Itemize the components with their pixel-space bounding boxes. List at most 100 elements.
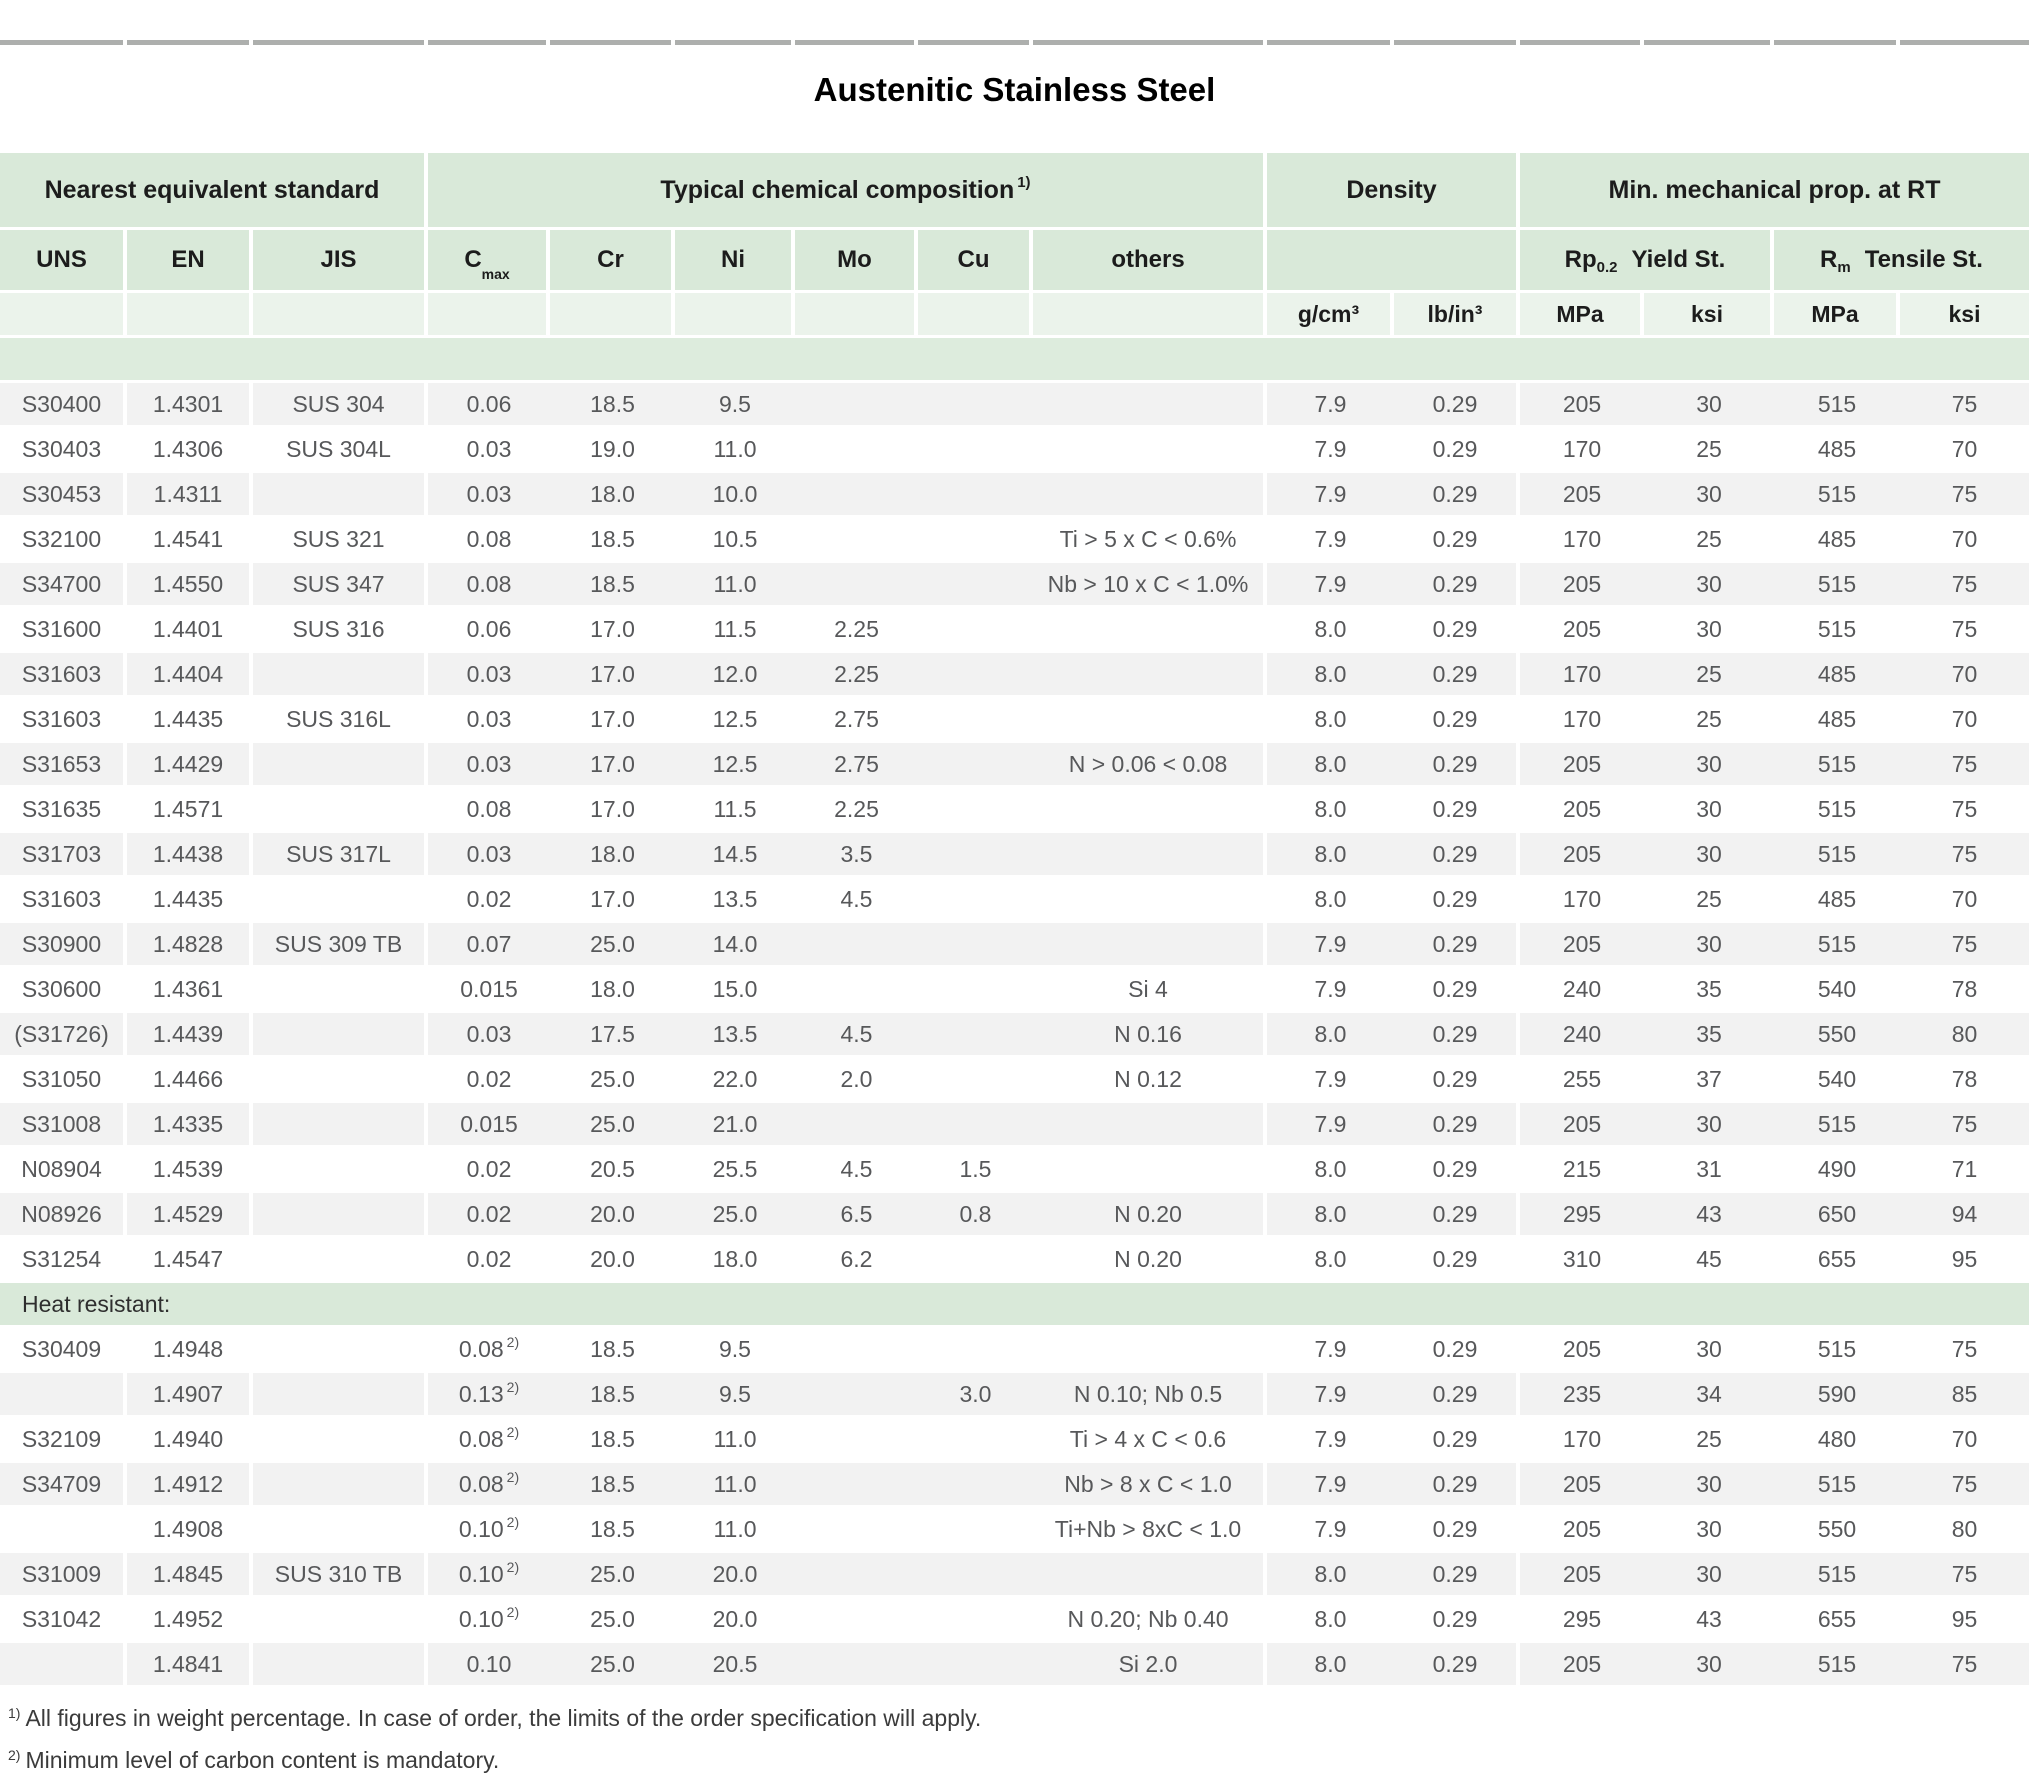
cell-ni: 9.5	[675, 1373, 795, 1415]
cell-uns: S31635	[0, 788, 127, 830]
cell-jis	[253, 1508, 428, 1550]
table-row: S30453 1.4311 0.03 18.0 10.0 7.9 0.29 205 30 515 7…	[0, 473, 2029, 515]
cell-mo	[795, 1553, 918, 1595]
cell-tensile-mpa: 485	[1774, 698, 1900, 740]
cell-others: N 0.12	[1033, 1058, 1267, 1100]
cell-uns	[0, 1373, 127, 1415]
group-density: Density	[1267, 153, 1520, 227]
units-empty-cu	[918, 293, 1033, 335]
cell-yield-mpa: 205	[1520, 788, 1644, 830]
cell-ni: 18.0	[675, 1238, 795, 1280]
cell-yield-ksi: 30	[1644, 1553, 1774, 1595]
cell-cu	[918, 383, 1033, 425]
cell-tensile-ksi: 70	[1900, 878, 2029, 920]
cell-ni: 10.5	[675, 518, 795, 560]
yield-label: Yield St.	[1631, 246, 1726, 273]
cell-others: Nb > 8 x C < 1.0	[1033, 1463, 1267, 1505]
cell-density-gcm: 8.0	[1267, 698, 1394, 740]
cell-yield-mpa: 235	[1520, 1373, 1644, 1415]
cell-density-lbin: 0.29	[1394, 518, 1520, 560]
cell-cmax: 0.07	[428, 923, 550, 965]
unit-density-imperial: lb/in³	[1394, 293, 1520, 335]
cell-ni: 10.0	[675, 473, 795, 515]
units-empty-cr	[550, 293, 675, 335]
cell-mo: 4.5	[795, 1013, 918, 1055]
table-row: S31254 1.4547 0.02 20.0 18.0 6.2 N 0.20 8.0 0.29…	[0, 1238, 2029, 1280]
cell-tensile-mpa: 550	[1774, 1013, 1900, 1055]
cell-tensile-ksi: 94	[1900, 1193, 2029, 1235]
cell-jis	[253, 1598, 428, 1640]
cell-tensile-mpa: 480	[1774, 1418, 1900, 1460]
cell-jis: SUS 310 TB	[253, 1553, 428, 1595]
cell-yield-ksi: 30	[1644, 1508, 1774, 1550]
cell-density-lbin: 0.29	[1394, 1373, 1520, 1415]
cell-cu	[918, 608, 1033, 650]
cell-cr: 17.0	[550, 653, 675, 695]
cell-cu	[918, 743, 1033, 785]
group-standard: Nearest equivalent standard	[0, 153, 428, 227]
footnotes: 1) All figures in weight percentage. In c…	[0, 1701, 2029, 1785]
unit-tensile-mpa: MPa	[1774, 293, 1900, 335]
cell-cr: 18.0	[550, 833, 675, 875]
cell-yield-ksi: 25	[1644, 1418, 1774, 1460]
yield-symbol-subscript: 0.2	[1596, 258, 1618, 276]
footnote-1-marker: 1)	[1017, 173, 1031, 191]
cell-jis	[253, 878, 428, 920]
cell-cu: 0.8	[918, 1193, 1033, 1235]
cell-uns: S32100	[0, 518, 127, 560]
cell-others: N 0.20	[1033, 1193, 1267, 1235]
cell-cr: 17.0	[550, 788, 675, 830]
cell-yield-mpa: 205	[1520, 1643, 1644, 1685]
cell-others: N 0.20	[1033, 1238, 1267, 1280]
cell-cu	[918, 1418, 1033, 1460]
cell-cr: 19.0	[550, 428, 675, 470]
cell-density-lbin: 0.29	[1394, 923, 1520, 965]
cell-cmax: 0.06	[428, 383, 550, 425]
cell-density-lbin: 0.29	[1394, 563, 1520, 605]
cell-others	[1033, 1328, 1267, 1370]
cell-others: Ti+Nb > 8xC < 1.0	[1033, 1508, 1267, 1550]
cell-yield-mpa: 255	[1520, 1058, 1644, 1100]
cell-uns	[0, 1508, 127, 1550]
cell-cu	[918, 1058, 1033, 1100]
cell-en: 1.4940	[127, 1418, 253, 1460]
cell-density-gcm: 7.9	[1267, 473, 1394, 515]
cell-density-lbin: 0.29	[1394, 968, 1520, 1010]
cell-tensile-mpa: 515	[1774, 563, 1900, 605]
cell-density-lbin: 0.29	[1394, 1058, 1520, 1100]
cell-density-gcm: 8.0	[1267, 1238, 1394, 1280]
cell-uns: S31254	[0, 1238, 127, 1280]
unit-density-metric: g/cm³	[1267, 293, 1394, 335]
cell-uns: S31042	[0, 1598, 127, 1640]
cell-cu	[918, 1553, 1033, 1595]
cell-density-lbin: 0.29	[1394, 383, 1520, 425]
tensile-symbol: R	[1820, 246, 1838, 273]
cell-cr: 17.0	[550, 608, 675, 650]
cell-tensile-ksi: 70	[1900, 1418, 2029, 1460]
cell-mo	[795, 1373, 918, 1415]
cell-ni: 11.5	[675, 608, 795, 650]
cell-cu	[918, 1238, 1033, 1280]
cell-uns: S34709	[0, 1463, 127, 1505]
cell-en: 1.4845	[127, 1553, 253, 1595]
table-row: S31653 1.4429 0.03 17.0 12.5 2.75 N > 0.06 < 0…	[0, 743, 2029, 785]
cell-cu	[918, 968, 1033, 1010]
cell-others: N 0.20; Nb 0.40	[1033, 1598, 1267, 1640]
cell-yield-ksi: 25	[1644, 428, 1774, 470]
cell-uns: S32109	[0, 1418, 127, 1460]
cell-ni: 13.5	[675, 1013, 795, 1055]
cell-en: 1.4908	[127, 1508, 253, 1550]
cell-cr: 18.5	[550, 1418, 675, 1460]
cell-cu	[918, 878, 1033, 920]
cell-tensile-mpa: 485	[1774, 653, 1900, 695]
cell-yield-mpa: 205	[1520, 1328, 1644, 1370]
cell-mo	[795, 968, 918, 1010]
cell-jis	[253, 1103, 428, 1145]
cell-tensile-mpa: 515	[1774, 1553, 1900, 1595]
cell-ni: 12.5	[675, 698, 795, 740]
table-row: S31635 1.4571 0.08 17.0 11.5 2.25 8.0 0.29 205 30…	[0, 788, 2029, 830]
cell-mo	[795, 1103, 918, 1145]
cell-mo	[795, 563, 918, 605]
